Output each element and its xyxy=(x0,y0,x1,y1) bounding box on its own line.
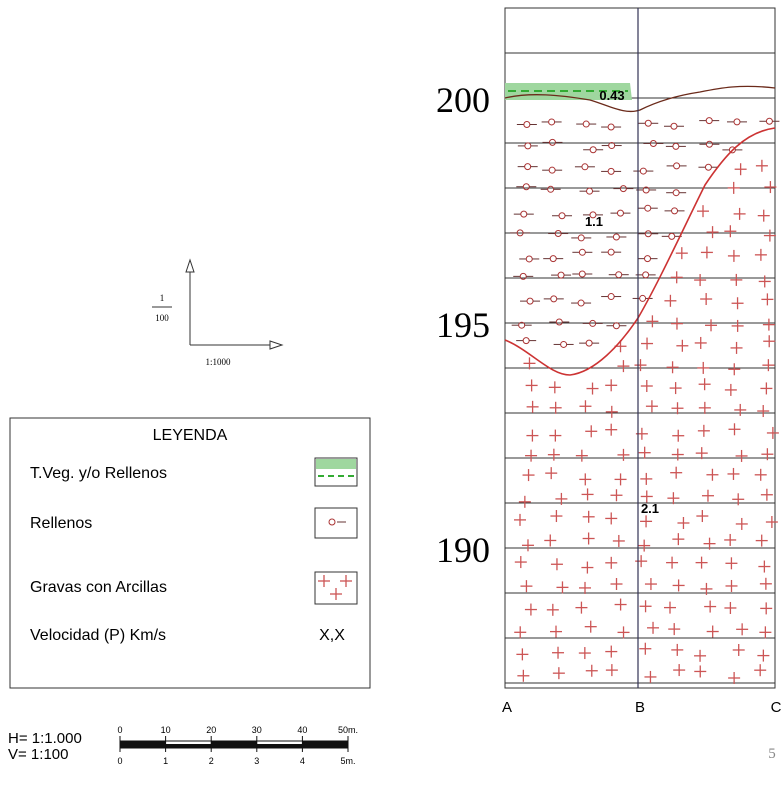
scale-tick-label: 4 xyxy=(300,756,305,766)
scale-tick-label: 20 xyxy=(206,725,216,735)
scale-tick-label: 1 xyxy=(163,756,168,766)
scale-num: 1 xyxy=(160,293,165,303)
scale-bar: 0 0 10 1 20 2 30 3 40 4 50m. 5m. xyxy=(117,725,358,766)
velocity: 1.1 xyxy=(585,214,603,229)
scale-segment xyxy=(256,744,303,748)
scale-tick-label: 3 xyxy=(254,756,259,766)
velocity: 2.1 xyxy=(641,501,659,516)
scale-tick-label: 0 xyxy=(117,756,122,766)
scale-tick-label: 10 xyxy=(161,725,171,735)
legend-label: T.Veg. y/o Rellenos xyxy=(30,465,167,482)
surface-line xyxy=(504,85,776,113)
legend-swatch xyxy=(318,575,352,600)
legend-title: LEYENDA xyxy=(153,427,228,444)
page-number: 5 xyxy=(768,746,776,762)
elevation-label: 190 xyxy=(436,530,490,570)
legend-box xyxy=(9,417,371,689)
velocity: 0.43 xyxy=(599,88,624,103)
scale-tick-label: 30 xyxy=(252,725,262,735)
scale-text: H= 1:1.000 xyxy=(8,730,82,747)
point-label: A xyxy=(502,699,512,716)
symbols xyxy=(510,117,780,684)
profile-box xyxy=(504,7,776,689)
legend-label: Rellenos xyxy=(30,515,92,532)
elevation-label: 200 xyxy=(436,80,490,120)
contact-line xyxy=(504,127,776,376)
scale-tick-label: 40 xyxy=(297,725,307,735)
scale-den: 100 xyxy=(155,313,169,323)
scale-text: V= 1:100 xyxy=(8,746,68,763)
legend-symbol: X,X xyxy=(319,627,345,644)
scale-tick-label: 5m. xyxy=(340,756,355,766)
scale-segment xyxy=(302,741,348,748)
legend-swatch xyxy=(314,457,358,605)
legend-label: Velocidad (P) Km/s xyxy=(30,627,166,644)
legend-label: Gravas con Arcillas xyxy=(30,579,167,596)
scale-tick-label: 2 xyxy=(209,756,214,766)
point-label: C xyxy=(771,699,781,716)
scale-segment xyxy=(211,741,257,748)
scale-segment xyxy=(120,741,166,748)
scale-tick-label: 0 xyxy=(117,725,122,735)
axes-sketch xyxy=(152,258,284,350)
scale-segment xyxy=(165,744,212,748)
scale-h: 1:1000 xyxy=(205,357,231,367)
point-label: B xyxy=(635,699,645,716)
elevation-label: 195 xyxy=(436,305,490,345)
vegetation-layer xyxy=(505,83,632,100)
scale-tick-label: 50m. xyxy=(338,725,358,735)
